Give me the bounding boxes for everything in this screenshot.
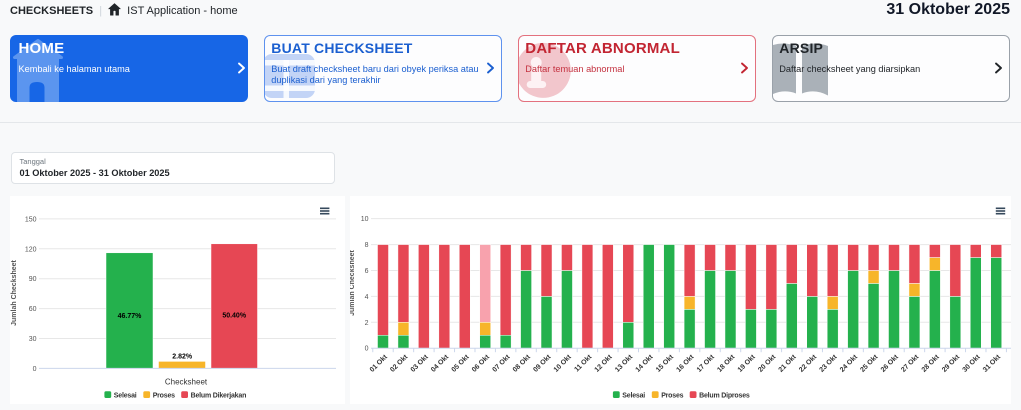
svg-text:Belum Dikerjakan: Belum Dikerjakan — [191, 392, 247, 399]
svg-text:30: 30 — [29, 336, 37, 343]
svg-text:Proses: Proses — [153, 392, 175, 399]
svg-text:6: 6 — [365, 268, 369, 275]
svg-text:2.82%: 2.82% — [172, 354, 193, 361]
svg-text:150: 150 — [25, 216, 37, 223]
svg-text:120: 120 — [25, 246, 37, 253]
svg-text:Belum Diproses: Belum Diproses — [699, 392, 750, 399]
svg-text:46.77%: 46.77% — [118, 313, 143, 320]
svg-text:0: 0 — [33, 366, 37, 373]
svg-text:90: 90 — [29, 276, 37, 283]
svg-text:0: 0 — [365, 346, 369, 353]
svg-text:Proses: Proses — [661, 392, 683, 399]
svg-text:50.40%: 50.40% — [222, 313, 247, 320]
svg-text:Selesai: Selesai — [622, 392, 645, 399]
svg-text:Jumlah Checksheet: Jumlah Checksheet — [350, 249, 356, 315]
svg-text:Jumlah Checksheet: Jumlah Checksheet — [11, 259, 18, 325]
svg-text:Checksheet: Checksheet — [165, 378, 208, 387]
svg-text:8: 8 — [365, 242, 369, 249]
svg-text:60: 60 — [29, 306, 37, 313]
svg-text:10: 10 — [361, 216, 369, 223]
svg-text:Selesai: Selesai — [114, 392, 137, 399]
svg-text:4: 4 — [365, 294, 369, 301]
svg-text:2: 2 — [365, 320, 369, 327]
